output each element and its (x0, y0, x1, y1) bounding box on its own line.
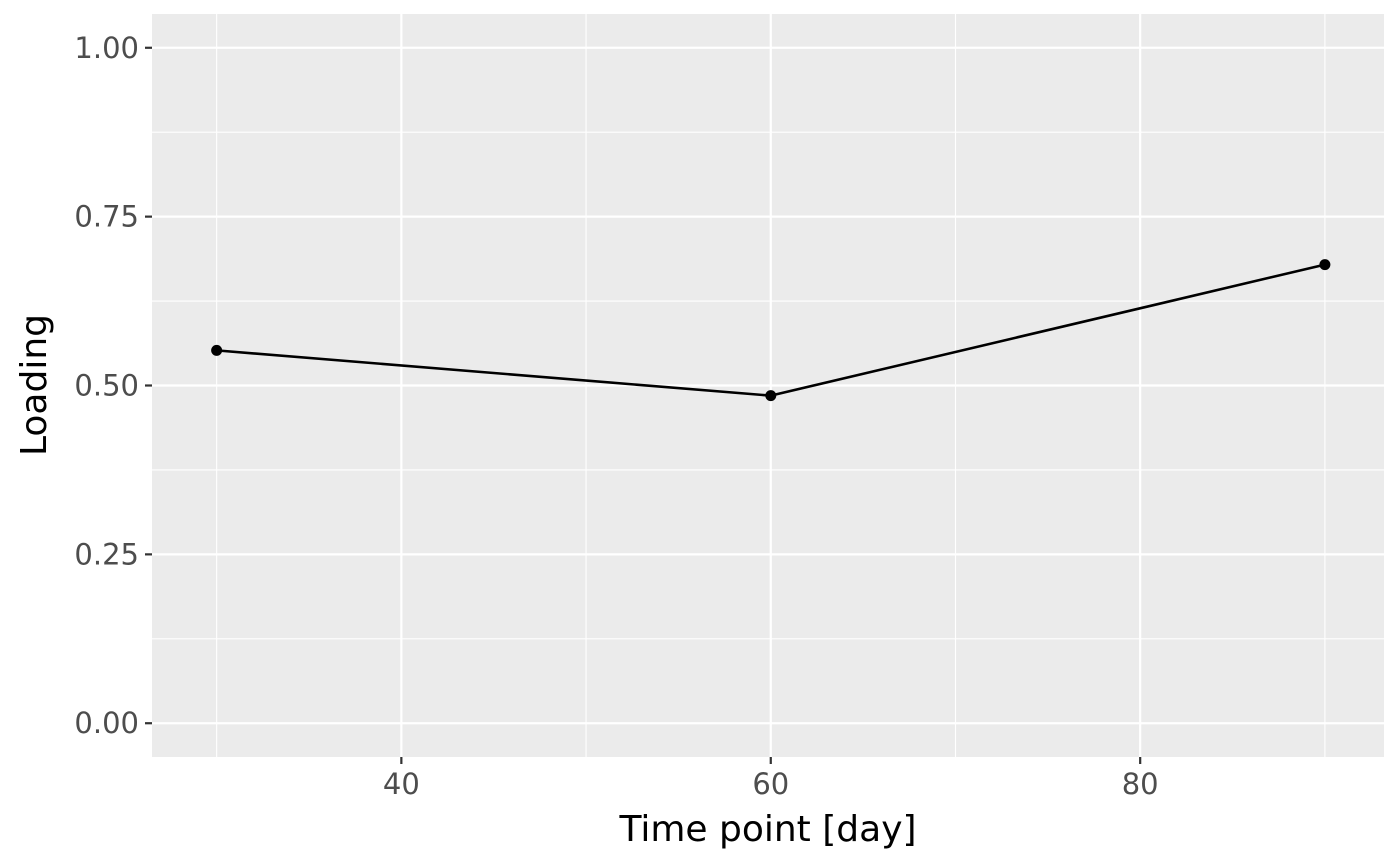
x-tick-label: 80 (1122, 767, 1159, 801)
y-tick-label: 0.00 (74, 706, 139, 740)
data-point (765, 390, 777, 402)
data-point (211, 344, 223, 356)
x-axis: 40 60 80 (383, 757, 1159, 801)
y-tick-label: 1.00 (74, 31, 139, 65)
y-tick-label: 0.25 (74, 537, 139, 571)
data-point (1319, 259, 1331, 271)
data-points-group (211, 259, 1331, 402)
x-axis-title: Time point [day] (618, 809, 916, 850)
y-axis: 0.00 0.25 0.50 0.75 1.00 (74, 31, 152, 740)
x-tick-label: 60 (752, 767, 789, 801)
y-tick-label: 0.50 (74, 369, 139, 403)
y-axis-title: Loading (14, 314, 55, 456)
major-gridlines (152, 14, 1384, 757)
x-tick-label: 40 (383, 767, 420, 801)
y-tick-label: 0.75 (74, 200, 139, 234)
